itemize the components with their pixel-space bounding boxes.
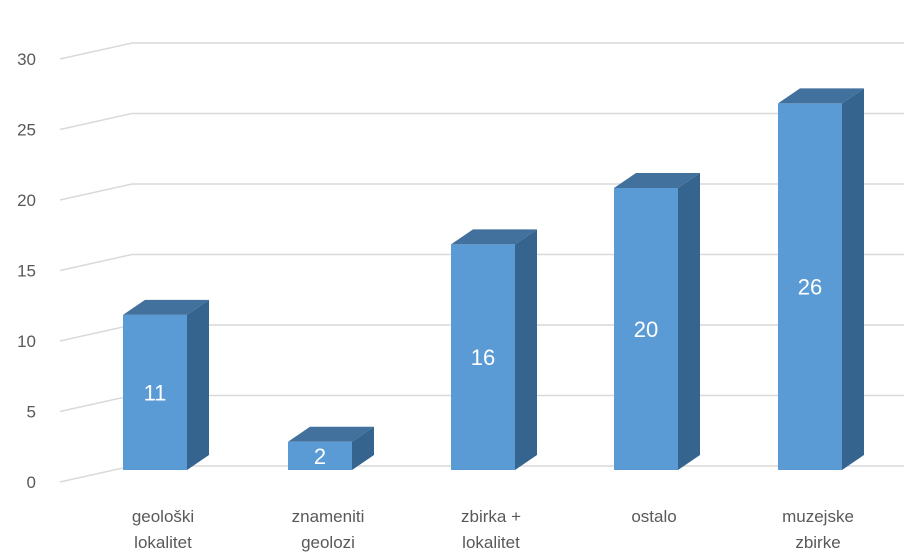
x-tick-label: zbirka + lokalitet [461, 507, 521, 552]
bars [123, 88, 864, 470]
gridline [60, 43, 904, 59]
x-tick-label-line: ostalo [631, 507, 676, 526]
data-label: 20 [634, 317, 658, 342]
y-tick-label: 0 [27, 473, 36, 492]
gridline [60, 184, 904, 200]
x-tick-label-line: lokalitet [462, 533, 520, 552]
y-tick-label: 20 [17, 191, 36, 210]
y-tick-label: 15 [17, 262, 36, 281]
x-tick-label: muzejske zbirke [782, 507, 854, 552]
x-tick-label-line: zbirke [795, 533, 840, 552]
y-tick-label: 10 [17, 332, 36, 351]
x-tick-label: znameniti geolozi [292, 507, 365, 552]
y-tick-label: 25 [17, 121, 36, 140]
y-tick-label: 30 [17, 50, 36, 69]
data-label: 11 [144, 380, 167, 405]
x-tick-label-line: geološki [132, 507, 194, 526]
bar-side [187, 300, 209, 470]
bar-side [842, 88, 864, 470]
x-axis-categories: geološki lokalitet znameniti geolozi zbirka … [132, 507, 854, 552]
data-label: 16 [471, 345, 495, 370]
bar-side [678, 173, 700, 470]
y-tick-label: 5 [27, 403, 36, 422]
x-tick-label-line: muzejske [782, 507, 854, 526]
gridline [60, 114, 904, 130]
y-axis-ticks: 0 5 10 15 20 25 30 [17, 50, 36, 492]
x-tick-label: ostalo [631, 507, 676, 526]
data-label: 2 [314, 444, 326, 469]
x-tick-label-line: znameniti [292, 507, 365, 526]
data-label: 26 [798, 275, 822, 300]
x-tick-label-line: lokalitet [134, 533, 192, 552]
bar-side [515, 229, 537, 470]
x-tick-label: geološki lokalitet [132, 507, 194, 552]
x-tick-label-line: geolozi [301, 533, 355, 552]
x-tick-label-line: zbirka + [461, 507, 521, 526]
